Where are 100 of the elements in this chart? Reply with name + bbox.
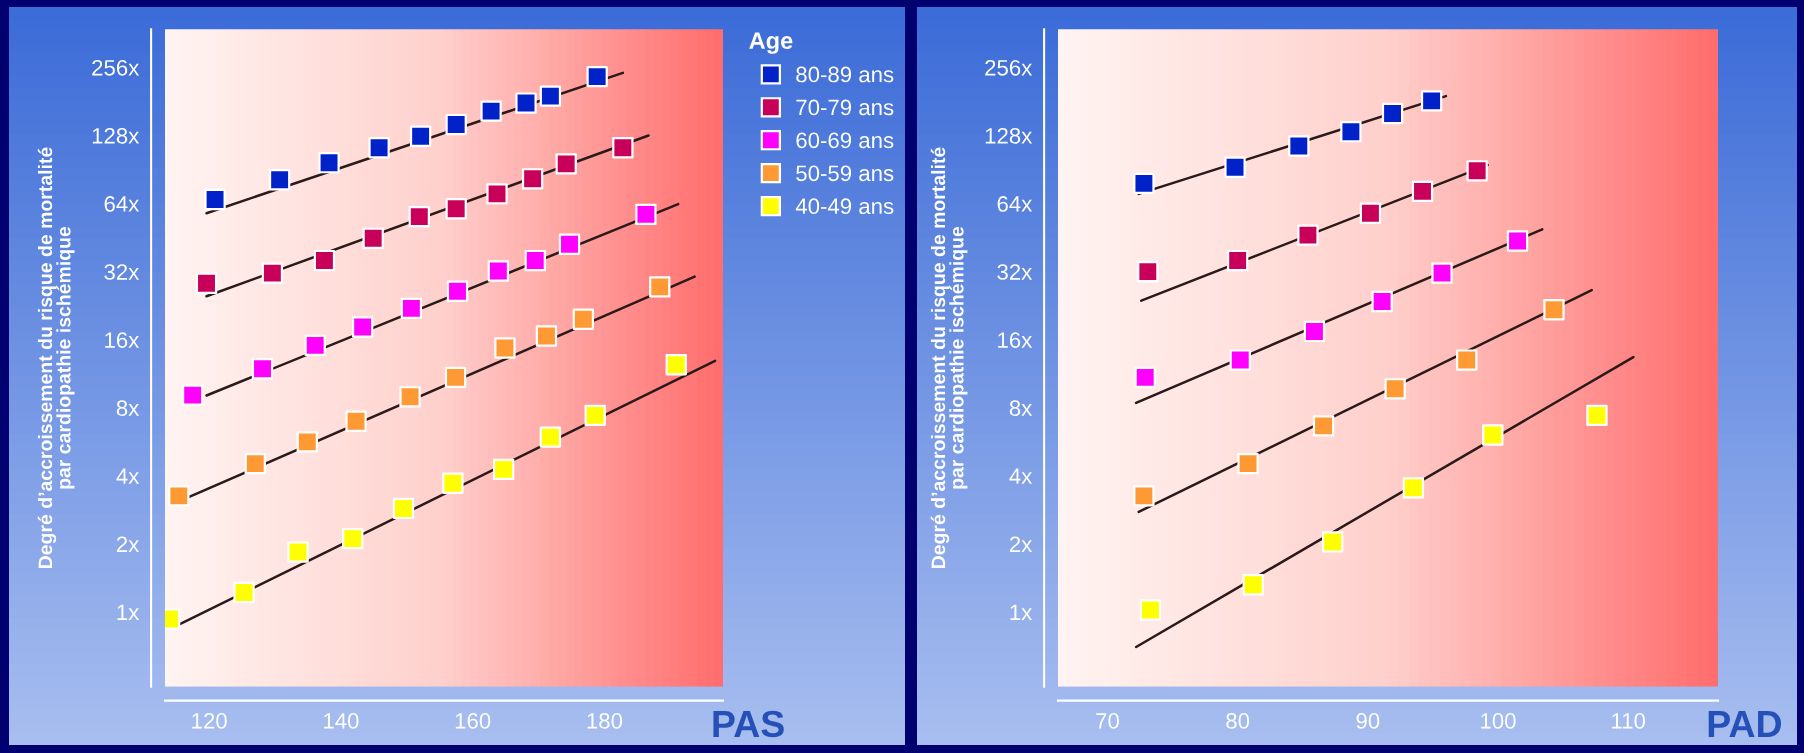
point: [1411, 180, 1434, 203]
point: [400, 297, 423, 320]
legend-label: 60-69 ans: [796, 132, 894, 149]
point: [444, 366, 467, 389]
y-tick-label: 32x: [104, 264, 140, 280]
point: [304, 334, 326, 357]
point: [233, 581, 255, 604]
point: [635, 203, 657, 226]
x-tick-label: 160: [455, 713, 491, 729]
point: [1431, 262, 1453, 284]
y-tick-label: 2x: [1009, 536, 1033, 552]
x-tick-label: 100: [1481, 713, 1516, 729]
point: [408, 205, 430, 228]
point: [487, 260, 510, 282]
point: [1139, 599, 1162, 621]
y-axis-title: Degré d’accroissement du risque de mortalité par cardiopathie ischémique: [37, 147, 75, 568]
y-tick-label: 4x: [116, 468, 140, 484]
point: [251, 358, 274, 380]
point: [1543, 299, 1565, 321]
legend-label: 40-49 ans: [795, 198, 894, 215]
x-tick-label: 120: [192, 713, 227, 729]
point: [318, 152, 340, 174]
point: [515, 92, 537, 114]
point: [181, 384, 204, 406]
x-tick-label: 90: [1356, 713, 1380, 729]
point: [555, 153, 577, 175]
x-tick-label: 140: [324, 713, 359, 729]
legend-label: 80-89 ans: [796, 66, 894, 83]
point: [1321, 531, 1344, 553]
point: [524, 249, 546, 272]
y-tick-label: 1x: [1010, 604, 1033, 621]
x-tick-label: 110: [1612, 713, 1646, 729]
x-tick-label: 180: [587, 713, 623, 729]
point: [480, 100, 502, 122]
x-axis-title: PAD: [1708, 711, 1782, 737]
point: [342, 527, 364, 550]
point: [649, 276, 671, 298]
point: [486, 183, 508, 205]
point: [1229, 349, 1251, 371]
point: [1466, 160, 1488, 182]
point: [409, 125, 432, 147]
y-tick-label: 256x: [92, 59, 140, 76]
point: [1137, 260, 1159, 283]
point: [1134, 366, 1156, 389]
point: [392, 497, 415, 520]
point: [1288, 135, 1310, 157]
point: [1420, 90, 1443, 112]
point: [445, 113, 467, 136]
point: [1237, 452, 1259, 475]
point: [351, 316, 374, 338]
y-tick-label: 64x: [104, 196, 140, 212]
y-tick-label: 8x: [116, 400, 140, 417]
y-tick-label: 1x: [117, 604, 140, 621]
point: [521, 168, 544, 190]
point: [492, 458, 515, 481]
y-tick-label: 128x: [92, 127, 140, 144]
point: [535, 325, 558, 347]
x-tick-label: 70: [1096, 713, 1119, 729]
point: [494, 337, 516, 359]
y-tick-label: 16x: [998, 332, 1033, 348]
point: [1381, 102, 1404, 125]
x-axis-title: PAS: [713, 710, 784, 738]
point: [1402, 477, 1425, 499]
y-axis-title: Degré d’accroissement du risque de mortalité par cardiopathie ischémique: [930, 147, 968, 568]
point: [268, 169, 291, 191]
point: [612, 137, 634, 159]
point: [362, 227, 384, 250]
y-tick-label: 256x: [985, 59, 1033, 76]
point: [1242, 574, 1264, 596]
y-tick-label: 32x: [997, 264, 1033, 280]
point: [261, 262, 284, 284]
y-tick-label: 4x: [1009, 468, 1033, 484]
y-tick-label: 64x: [997, 196, 1033, 212]
point: [445, 198, 467, 220]
point: [665, 354, 687, 376]
point: [1482, 424, 1504, 446]
point: [168, 485, 190, 507]
point: [345, 410, 367, 432]
point: [296, 431, 318, 453]
point: [1224, 156, 1246, 178]
point: [1359, 202, 1382, 224]
point: [539, 426, 562, 448]
x-tick-label: 80: [1226, 713, 1250, 729]
point: [399, 386, 421, 408]
point: [1384, 378, 1406, 400]
y-tick-label: 8x: [1009, 400, 1033, 417]
legend-label: 50-59 ans: [796, 165, 894, 182]
point: [204, 188, 226, 211]
point: [1297, 224, 1319, 246]
point: [1586, 404, 1608, 427]
point: [572, 308, 595, 330]
point: [1133, 485, 1155, 507]
legend-label: 70-79 ans: [796, 99, 894, 116]
point: [558, 233, 581, 255]
y-tick-label: 16x: [105, 332, 140, 348]
point: [244, 452, 266, 475]
point: [287, 541, 309, 563]
point: [446, 280, 469, 302]
legend-title: Age: [749, 32, 793, 54]
point: [1303, 320, 1326, 343]
